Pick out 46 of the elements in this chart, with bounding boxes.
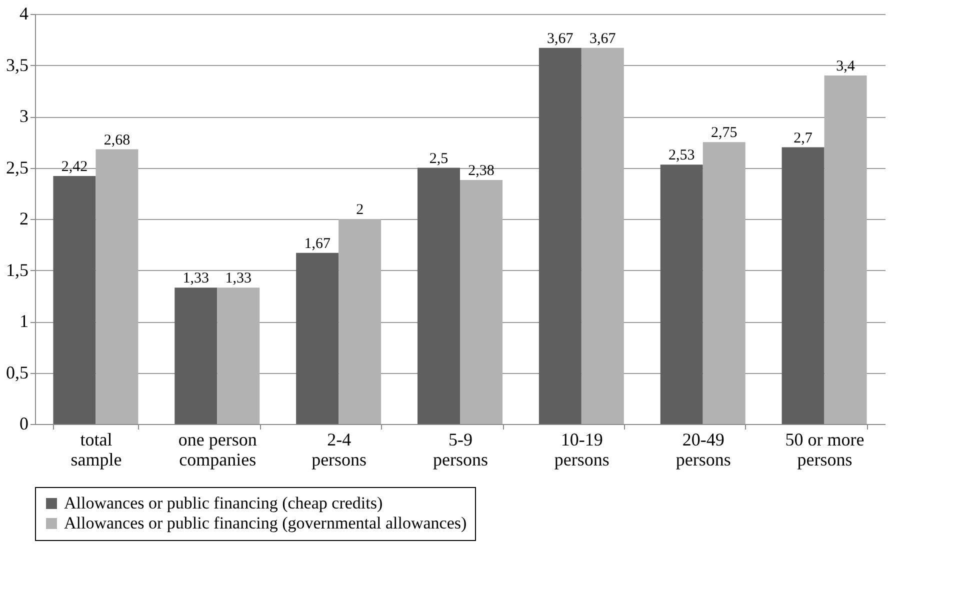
x-tick-label: total sample (70, 430, 122, 470)
bar (53, 176, 96, 424)
bar (96, 149, 138, 424)
x-tick-label: 5-9 persons (433, 430, 488, 470)
y-tick-label: 3 (20, 106, 28, 126)
bar (824, 76, 867, 424)
bar (418, 168, 460, 424)
bar (338, 219, 382, 424)
data-label: 2,5 (429, 150, 448, 167)
bar (782, 147, 824, 424)
bar (460, 180, 502, 424)
bar (702, 142, 746, 424)
x-tick-label: 50 or more persons (785, 430, 864, 470)
data-label: 1,67 (304, 236, 331, 252)
y-tick-label: 4 (20, 4, 28, 24)
data-label: 3,67 (590, 30, 616, 47)
data-label: 2,68 (104, 132, 130, 148)
data-label: 2,75 (710, 125, 738, 142)
data-label: 2 (356, 202, 364, 218)
x-tick-label: 20-49 persons (676, 430, 731, 470)
data-label: 2,38 (468, 163, 494, 180)
data-label: 2,42 (61, 158, 88, 175)
y-tick-label: 3,5 (6, 54, 28, 75)
y-tick-label: 2,5 (6, 157, 28, 178)
bar (217, 288, 260, 424)
bar (296, 252, 339, 424)
data-label: 2,53 (668, 148, 695, 164)
bar (538, 48, 582, 424)
x-tick-label: one person companies (178, 430, 257, 470)
data-label: 1,33 (225, 270, 252, 287)
data-label: 1,33 (182, 270, 210, 287)
y-tick-label: 0 (20, 414, 28, 434)
y-tick-label: 0,5 (6, 362, 28, 382)
y-tick-label: 1 (20, 311, 28, 331)
data-label: 3,4 (836, 58, 856, 74)
data-label: 2,7 (794, 130, 813, 146)
y-tick-label: 1,5 (6, 260, 28, 280)
bar (660, 164, 703, 424)
x-tick-label: 10-19 persons (554, 430, 610, 470)
data-label: 3,67 (547, 30, 574, 47)
bar (174, 288, 218, 424)
legend-label: Allowances or public financing (governmental allowances) (64, 514, 467, 532)
x-tick-label: 2-4 persons (312, 430, 367, 470)
bar (581, 48, 624, 424)
y-tick-label: 2 (20, 208, 28, 228)
legend-label: Allowances or public financing (cheap credits) (64, 494, 383, 512)
